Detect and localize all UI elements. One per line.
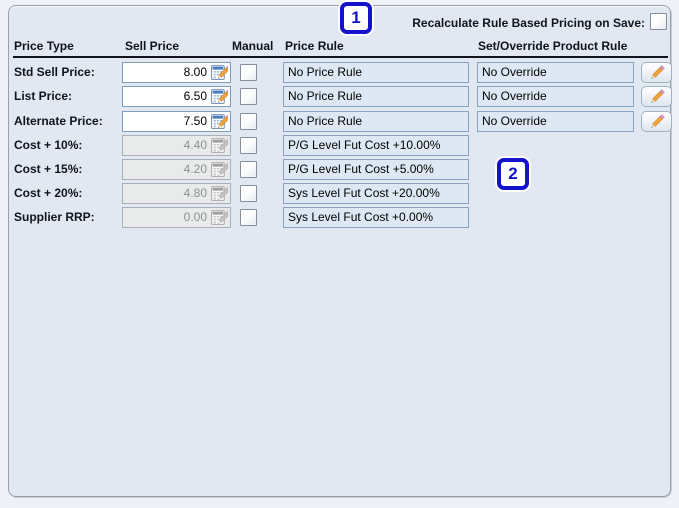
manual-checkbox[interactable] xyxy=(240,88,257,105)
calculator-edit-icon xyxy=(211,186,228,202)
manual-checkbox[interactable] xyxy=(240,161,257,178)
sell-price-input[interactable]: 8.00 xyxy=(122,62,231,83)
calculator-edit-icon xyxy=(211,210,228,226)
column-header-price-rule: Price Rule xyxy=(285,39,344,53)
sell-price-input[interactable]: 6.50 xyxy=(122,86,231,107)
price-rule-field: Sys Level Fut Cost +20.00% xyxy=(283,183,469,204)
table-row: Cost + 15%: 4.20 P/G Level Fut Cost +5.0… xyxy=(0,159,679,180)
price-rule-field: Sys Level Fut Cost +0.00% xyxy=(283,207,469,228)
table-row: Supplier RRP: 0.00 Sys Level Fut Cost +0… xyxy=(0,207,679,228)
price-type-label: Std Sell Price: xyxy=(14,65,95,79)
override-rule-field: No Override xyxy=(477,86,634,107)
sell-price-value: 8.00 xyxy=(183,65,207,79)
edit-override-button[interactable] xyxy=(641,111,672,132)
column-header-manual: Manual xyxy=(232,39,274,53)
sell-price-input[interactable]: 7.50 xyxy=(122,111,231,132)
edit-override-button[interactable] xyxy=(641,86,672,107)
calculator-edit-icon xyxy=(211,138,228,154)
price-rule-field: P/G Level Fut Cost +10.00% xyxy=(283,135,469,156)
sell-price-value: 4.80 xyxy=(183,186,207,200)
calculator-edit-icon[interactable] xyxy=(211,88,228,105)
callout-1: 1 xyxy=(340,2,372,34)
column-header-sell-price: Sell Price xyxy=(125,39,180,53)
pencil-icon xyxy=(649,89,665,105)
price-type-label: Cost + 15%: xyxy=(14,162,83,176)
override-rule-field: No Override xyxy=(477,111,634,132)
table-row: List Price: 6.50 No Price Rule No Overri… xyxy=(0,86,679,107)
price-rule-field: No Price Rule xyxy=(283,86,469,107)
recalculate-on-save-checkbox[interactable] xyxy=(650,13,667,30)
price-type-label: List Price: xyxy=(14,89,73,103)
table-row: Cost + 20%: 4.80 Sys Level Fut Cost +20.… xyxy=(0,183,679,204)
table-row: Cost + 10%: 4.40 P/G Level Fut Cost +10.… xyxy=(0,135,679,156)
edit-override-button[interactable] xyxy=(641,62,672,83)
price-type-label: Alternate Price: xyxy=(14,114,103,128)
price-type-label: Cost + 10%: xyxy=(14,138,83,152)
price-type-label: Cost + 20%: xyxy=(14,186,83,200)
recalculate-on-save-label: Recalculate Rule Based Pricing on Save: xyxy=(412,16,645,30)
sell-price-value: 0.00 xyxy=(183,210,207,224)
sell-price-value: 4.20 xyxy=(183,162,207,176)
override-rule-field: No Override xyxy=(477,62,634,83)
sell-price-value: 7.50 xyxy=(183,114,207,128)
calculator-edit-icon[interactable] xyxy=(211,64,228,81)
sell-price-input-disabled: 0.00 xyxy=(122,207,231,228)
manual-checkbox[interactable] xyxy=(240,209,257,226)
manual-checkbox[interactable] xyxy=(240,137,257,154)
manual-checkbox[interactable] xyxy=(240,64,257,81)
pencil-icon xyxy=(649,65,665,81)
column-header-price-type: Price Type xyxy=(14,39,74,53)
price-type-label: Supplier RRP: xyxy=(14,210,95,224)
price-rule-field: P/G Level Fut Cost +5.00% xyxy=(283,159,469,180)
calculator-edit-icon[interactable] xyxy=(211,113,228,130)
calculator-edit-icon xyxy=(211,162,228,178)
manual-checkbox[interactable] xyxy=(240,113,257,130)
sell-price-input-disabled: 4.20 xyxy=(122,159,231,180)
sell-price-input-disabled: 4.40 xyxy=(122,135,231,156)
sell-price-value: 4.40 xyxy=(183,138,207,152)
price-rule-field: No Price Rule xyxy=(283,62,469,83)
manual-checkbox[interactable] xyxy=(240,185,257,202)
price-rule-field: No Price Rule xyxy=(283,111,469,132)
column-header-set-override: Set/Override Product Rule xyxy=(478,39,628,53)
header-separator xyxy=(13,56,668,58)
table-row: Std Sell Price: 8.00 No Price Rule No Ov… xyxy=(0,62,679,83)
sell-price-value: 6.50 xyxy=(183,89,207,103)
table-row: Alternate Price: 7.50 No Price Rule No O… xyxy=(0,111,679,132)
pencil-icon xyxy=(649,114,665,130)
sell-price-input-disabled: 4.80 xyxy=(122,183,231,204)
callout-2: 2 xyxy=(497,158,529,190)
